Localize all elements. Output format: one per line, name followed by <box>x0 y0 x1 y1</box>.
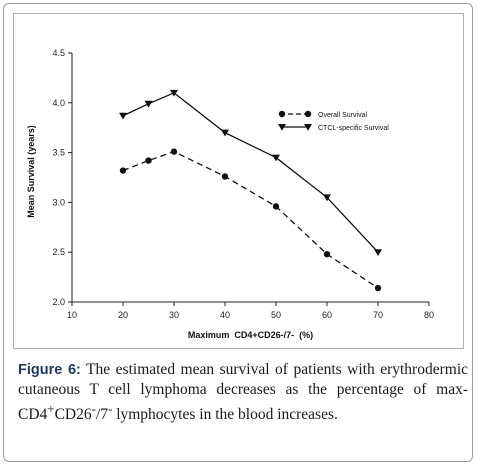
series-2-point <box>144 100 153 108</box>
x-tick-label: 40 <box>220 310 230 320</box>
legend-label-2: CTCL-specific Survival <box>318 125 389 132</box>
caption-sup-2: - <box>91 401 96 416</box>
series-2-point <box>119 112 127 120</box>
series-1-point <box>221 173 229 180</box>
series-1-point <box>119 167 127 174</box>
series-1-point <box>145 157 152 164</box>
caption-sup-1: + <box>47 401 55 416</box>
series-2-point <box>272 154 280 162</box>
survival-line-chart: 10 20 30 40 50 60 70 80 2.0 2.5 3.0 3.5 4.0 4.5 Maximu… <box>26 48 434 340</box>
caption-text-mid2: /7 <box>95 406 108 424</box>
x-tick-label: 10 <box>67 310 77 320</box>
series-2-point <box>374 249 382 256</box>
caption-text-before: The estimated mean survival of patients … <box>18 361 469 424</box>
caption-text-after: lymphocytes in the blood increases. <box>112 406 338 424</box>
legend-marker-1 <box>278 110 286 118</box>
x-tick-label: 80 <box>424 310 434 320</box>
series-1-point <box>323 250 331 258</box>
x-axis-label: Maximum CD4+CD26-/7- (%) <box>188 330 313 340</box>
x-tick-label: 20 <box>118 310 128 320</box>
y-tick-label: 4.5 <box>52 48 65 58</box>
caption-text-mid: CD26 <box>54 406 92 424</box>
legend-label-1: Overall Survival <box>318 112 367 119</box>
figure-caption: Figure 6: The estimated mean survival of… <box>18 360 468 424</box>
x-tick-label: 60 <box>322 310 332 320</box>
y-tick-label: 2.0 <box>52 297 65 307</box>
series-1-point <box>374 284 382 292</box>
series-line-1 <box>122 150 379 289</box>
y-tick-label: 3.0 <box>52 197 65 207</box>
y-tick-label: 3.5 <box>52 148 65 158</box>
caption-sup-3: - <box>108 401 113 416</box>
figure-frame: 10 20 30 40 50 60 70 80 2.0 2.5 3.0 3.5 4.0 4.5 Maximu… <box>3 3 473 462</box>
series-1-point <box>170 148 178 155</box>
caption-label: Figure 6: <box>18 362 81 378</box>
x-tick-label: 50 <box>271 310 281 320</box>
legend-marker-2 <box>278 124 286 131</box>
series-2-point <box>323 194 331 202</box>
series-1-point <box>272 203 280 210</box>
legend-marker-2 <box>304 124 312 131</box>
series-2-point <box>170 89 178 97</box>
legend-marker-1 <box>304 110 312 118</box>
y-axis-label: Mean Survival (years) <box>26 125 36 218</box>
y-tick-label: 2.5 <box>52 247 65 257</box>
y-tick-label: 4.0 <box>52 98 65 108</box>
series-2-point <box>221 129 229 137</box>
x-tick-label: 70 <box>373 310 383 320</box>
chart-area: 10 20 30 40 50 60 70 80 2.0 2.5 3.0 3.5 4.0 4.5 Maximu… <box>13 13 464 349</box>
x-tick-label: 30 <box>169 310 179 320</box>
